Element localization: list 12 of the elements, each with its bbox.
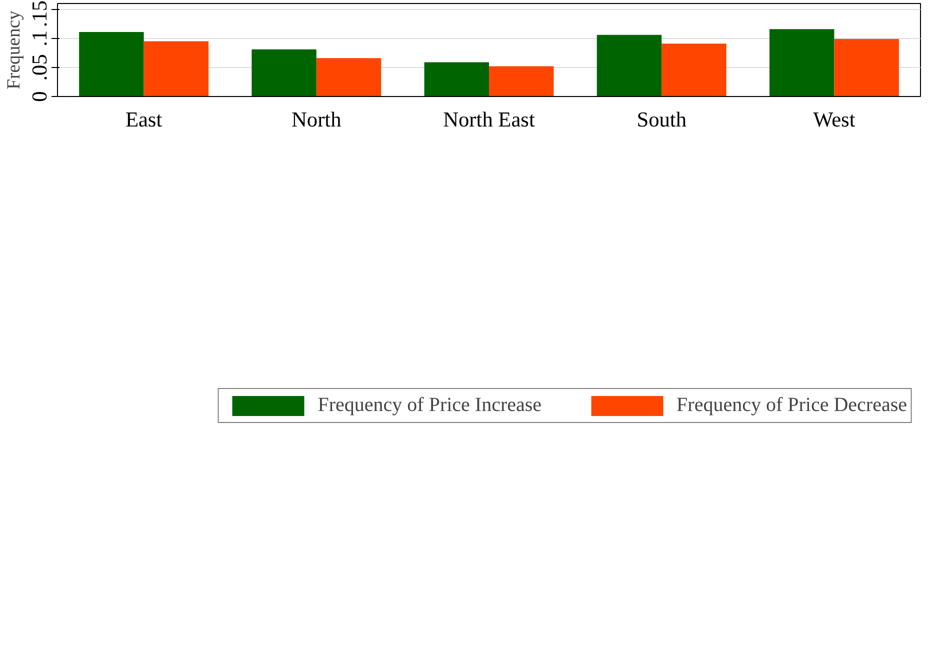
y-tick-label: 0 [28,91,52,102]
y-tick-label: .15 [28,0,52,28]
x-tick-label: North [292,108,342,132]
x-tick-label: South [636,108,687,132]
legend-label: Frequency of Price Decrease [676,394,907,416]
x-tick-label: West [813,108,856,132]
y-tick-label: .1 [28,30,52,46]
x-tick-label: North East [443,108,535,132]
y-tick-label: .05 [28,54,52,81]
legend-label: Frequency of Price Increase [318,394,542,416]
x-tick-label: East [125,108,162,132]
y-axis-title: Frequency [4,10,24,90]
